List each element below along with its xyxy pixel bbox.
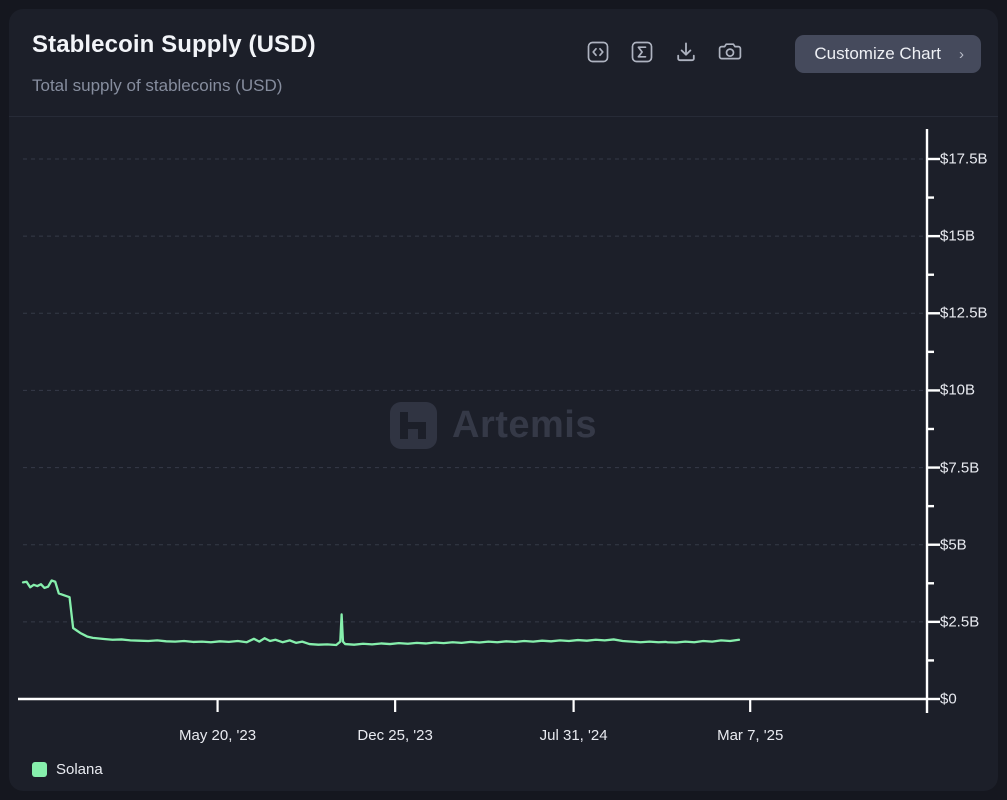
line-chart-svg [18,129,940,713]
x-axis-tick-label: Jul 31, '24 [539,727,608,744]
chart-subtitle: Total supply of stablecoins (USD) [32,76,283,95]
chart-legend: Solana [32,761,103,778]
page-title: Stablecoin Supply (USD) [32,31,316,58]
download-icon[interactable] [671,37,701,67]
y-axis-tick-label: $7.5B [940,459,980,477]
embed-code-icon[interactable] [583,37,613,67]
chart-source: Source: Artemis [877,788,976,791]
y-axis-tick-label: $12.5B [940,304,988,322]
customize-chart-button[interactable]: Customize Chart › [795,35,981,73]
y-axis-tick-label: $10B [940,381,976,399]
customize-chart-label: Customize Chart [814,44,941,63]
chart-toolbar [583,37,745,67]
y-axis-tick-label: $0 [940,690,957,708]
chevron-right-icon: › [959,45,964,63]
camera-snapshot-icon[interactable] [715,37,745,67]
legend-swatch-solana [32,762,47,777]
chart-card: Stablecoin Supply (USD) Total supply of … [9,9,998,791]
y-axis-tick-label: $17.5B [940,150,988,168]
x-axis-tick-label: Mar 7, '25 [717,727,784,744]
chart-header: Stablecoin Supply (USD) Total supply of … [9,9,998,117]
y-axis-tick-label: $15B [940,227,976,245]
legend-label-solana[interactable]: Solana [56,761,103,778]
y-axis-tick-label: $5B [940,536,967,554]
sigma-formula-icon[interactable] [627,37,657,67]
x-axis-tick-label: Dec 25, '23 [357,727,433,744]
chart-plot-area: Artemis $0 $2.5B $5B $7.5B $10B $12.5B $15B $17… [9,117,998,753]
y-axis-tick-label: $2.5B [940,613,980,631]
x-axis-tick-label: May 20, '23 [179,727,257,744]
